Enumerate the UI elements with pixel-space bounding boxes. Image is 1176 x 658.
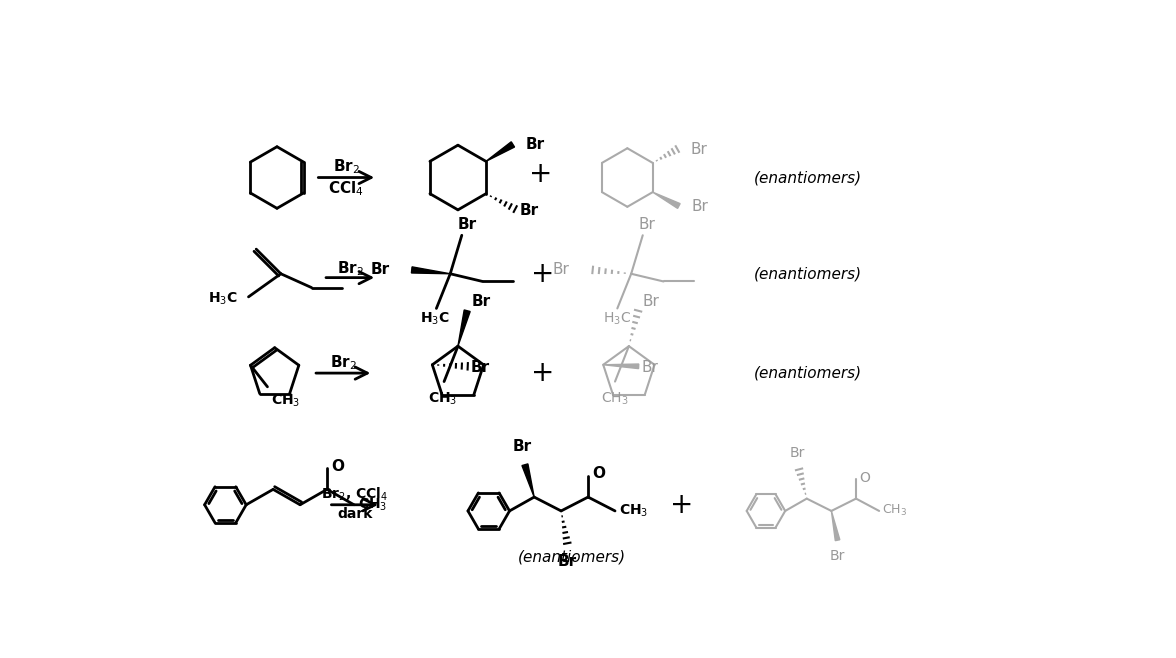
Text: dark: dark	[338, 507, 373, 521]
Text: (enantiomers): (enantiomers)	[754, 366, 862, 380]
Text: Br: Br	[690, 141, 707, 157]
Text: (enantiomers): (enantiomers)	[754, 170, 862, 185]
Text: CH$_3$: CH$_3$	[358, 497, 387, 513]
Text: Br: Br	[372, 263, 390, 278]
Text: Br$_2$: Br$_2$	[329, 354, 356, 372]
Text: CH$_3$: CH$_3$	[882, 503, 908, 519]
Polygon shape	[603, 364, 639, 368]
Text: Br: Br	[790, 446, 806, 460]
Text: Br$_2$, CCl$_4$: Br$_2$, CCl$_4$	[321, 486, 388, 503]
Text: Br: Br	[553, 263, 569, 278]
Polygon shape	[653, 192, 680, 209]
Text: Br: Br	[830, 549, 846, 563]
Text: Br: Br	[457, 217, 477, 232]
Text: CH$_3$: CH$_3$	[601, 391, 629, 407]
Text: Br: Br	[643, 294, 660, 309]
Text: Br: Br	[513, 439, 532, 454]
Text: CH$_3$: CH$_3$	[272, 393, 301, 409]
Text: Br: Br	[639, 217, 656, 232]
Text: H$_3$C: H$_3$C	[603, 310, 632, 326]
Text: CCl$_4$: CCl$_4$	[328, 179, 365, 197]
Text: O: O	[860, 471, 870, 485]
Polygon shape	[457, 310, 470, 346]
Text: Br: Br	[691, 199, 708, 213]
Text: H$_3$C: H$_3$C	[420, 310, 449, 326]
Text: Br$_2$: Br$_2$	[333, 157, 360, 176]
Text: O: O	[330, 459, 343, 474]
Text: +: +	[529, 160, 553, 188]
Text: Br: Br	[526, 137, 546, 152]
Text: +: +	[530, 359, 554, 387]
Text: Br: Br	[472, 294, 490, 309]
Text: Br: Br	[520, 203, 539, 218]
Polygon shape	[486, 142, 515, 161]
Text: CH$_3$: CH$_3$	[619, 503, 648, 519]
Text: CH$_3$: CH$_3$	[428, 391, 457, 407]
Text: Br: Br	[642, 359, 659, 374]
Text: Br: Br	[557, 554, 577, 569]
Polygon shape	[412, 267, 450, 274]
Text: (enantiomers): (enantiomers)	[517, 549, 626, 565]
Text: H$_3$C: H$_3$C	[208, 290, 238, 307]
Text: (enantiomers): (enantiomers)	[754, 266, 862, 281]
Text: Br: Br	[470, 359, 490, 374]
Text: +: +	[530, 260, 554, 288]
Text: +: +	[669, 491, 693, 519]
Text: O: O	[592, 467, 604, 482]
Polygon shape	[831, 511, 840, 541]
Text: Br$_2$: Br$_2$	[336, 259, 363, 278]
Polygon shape	[522, 464, 534, 497]
